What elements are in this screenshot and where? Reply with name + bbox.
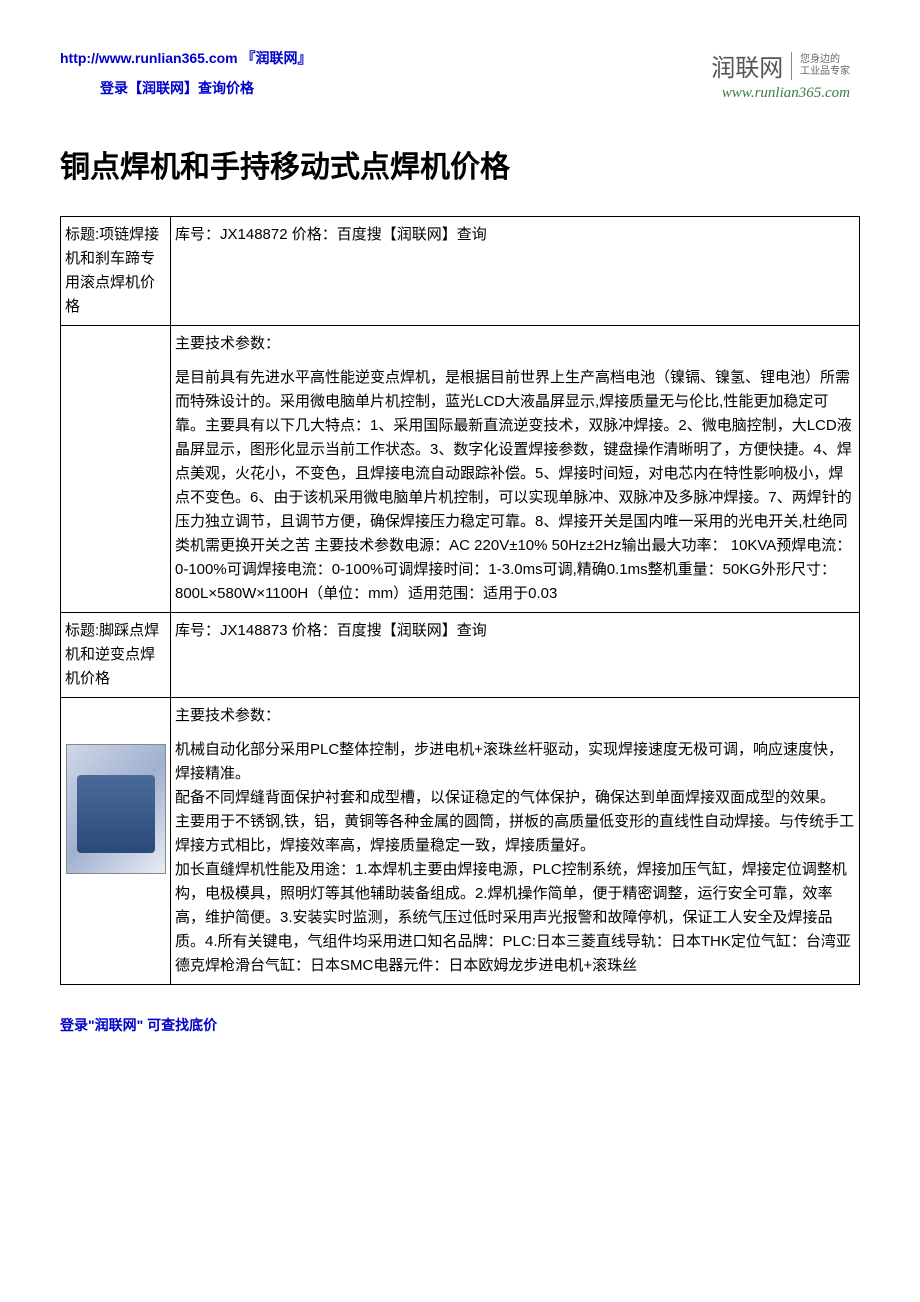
logo-separator (791, 52, 792, 80)
sku-cell: 库号：JX148872 价格：百度搜【润联网】查询 (171, 217, 860, 326)
logo-main-text: 润联网 (711, 48, 783, 83)
logo-block: 润联网 您身边的 工业品专家 www.runlian365.com (711, 48, 860, 102)
spec-cell: 主要技术参数： 是目前具有先进水平高性能逆变点焊机，是根据目前世界上生产高档电池… (171, 326, 860, 613)
sku-cell: 库号：JX148873 价格：百度搜【润联网】查询 (171, 613, 860, 698)
page-header: http://www.runlian365.com 『润联网』 登录【润联网】查… (60, 48, 860, 102)
spec-body: 机械自动化部分采用PLC整体控制，步进电机+滚珠丝杆驱动，实现焊接速度无极可调，… (175, 738, 855, 978)
title-cell: 标题:脚踩点焊机和逆变点焊机价格 (61, 613, 171, 698)
section-label: 主要技术参数： (175, 332, 855, 356)
title-cell: 标题:项链焊接机和刹车蹄专用滚点焊机价格 (61, 217, 171, 326)
logo-sub-line1: 您身边的 (800, 54, 840, 65)
logo-subtitle: 您身边的 工业品专家 (800, 54, 850, 78)
image-cell (61, 698, 171, 985)
content-table: 标题:项链焊接机和刹车蹄专用滚点焊机价格 库号：JX148872 价格：百度搜【… (60, 216, 860, 985)
table-row: 主要技术参数： 机械自动化部分采用PLC整体控制，步进电机+滚珠丝杆驱动，实现焊… (61, 698, 860, 985)
image-cell (61, 326, 171, 613)
site-url-line[interactable]: http://www.runlian365.com 『润联网』 (60, 48, 312, 68)
login-link[interactable]: 登录【润联网】查询价格 (100, 78, 312, 98)
footer-link[interactable]: 登录"润联网" 可查找底价 (60, 1015, 860, 1035)
logo-top-row: 润联网 您身边的 工业品专家 (711, 48, 850, 83)
table-row: 标题:项链焊接机和刹车蹄专用滚点焊机价格 库号：JX148872 价格：百度搜【… (61, 217, 860, 326)
product-image (66, 744, 166, 874)
table-row: 标题:脚踩点焊机和逆变点焊机价格 库号：JX148873 价格：百度搜【润联网】… (61, 613, 860, 698)
table-row: 主要技术参数： 是目前具有先进水平高性能逆变点焊机，是根据目前世界上生产高档电池… (61, 326, 860, 613)
brand-suffix: 『润联网』 (242, 50, 312, 66)
logo-sub-line2: 工业品专家 (800, 66, 850, 77)
page-title: 铜点焊机和手持移动式点焊机价格 (60, 142, 860, 186)
section-label: 主要技术参数： (175, 704, 855, 728)
page-container: http://www.runlian365.com 『润联网』 登录【润联网】查… (0, 0, 920, 1065)
site-url-text: http://www.runlian365.com (60, 50, 238, 66)
spec-cell: 主要技术参数： 机械自动化部分采用PLC整体控制，步进电机+滚珠丝杆驱动，实现焊… (171, 698, 860, 985)
header-left-block: http://www.runlian365.com 『润联网』 登录【润联网】查… (60, 48, 312, 98)
spec-body: 是目前具有先进水平高性能逆变点焊机，是根据目前世界上生产高档电池（镍镉、镍氢、锂… (175, 366, 855, 606)
logo-url-text: www.runlian365.com (711, 85, 850, 102)
